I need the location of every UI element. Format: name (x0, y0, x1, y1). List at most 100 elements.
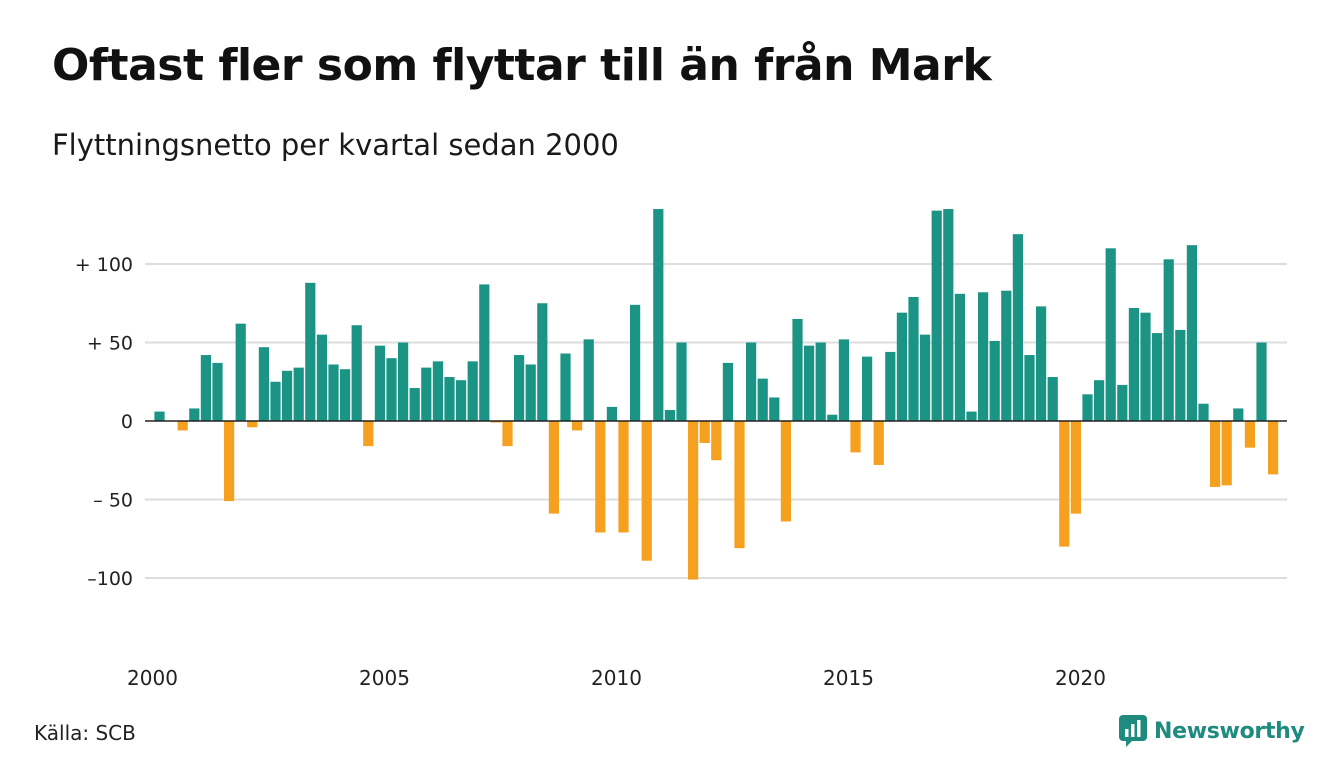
bar (212, 362, 223, 421)
bar (235, 323, 246, 421)
bar (1059, 421, 1070, 547)
bar (792, 318, 803, 421)
bar (676, 342, 687, 421)
bar (850, 421, 861, 453)
chart-title: Oftast fler som flyttar till än från Mar… (52, 40, 992, 91)
bar (780, 421, 791, 522)
brand-logo: Newsworthy (1118, 714, 1305, 748)
bar (1012, 234, 1023, 421)
x-tick-label: 2010 (591, 666, 642, 690)
bar (224, 421, 235, 502)
bar (572, 421, 583, 431)
bar (757, 378, 768, 421)
bar (560, 353, 571, 421)
bar (1117, 384, 1128, 421)
bar (1210, 421, 1221, 487)
bar (1186, 245, 1197, 421)
bar (258, 347, 269, 421)
bar (583, 339, 594, 421)
x-tick-label: 2005 (359, 666, 410, 690)
bar-chart: + 100 + 50 0 – 50 –100 2000 2005 2010 2015 2020 (75, 209, 1287, 690)
bar (1198, 403, 1209, 421)
bar (862, 356, 873, 421)
x-tick-label: 2000 (127, 666, 178, 690)
x-tick-label: 2015 (823, 666, 874, 690)
bar (931, 210, 942, 421)
bar (247, 421, 258, 428)
bar (1105, 248, 1116, 421)
bar (363, 421, 374, 447)
bar (1024, 355, 1035, 421)
bar (1140, 312, 1151, 421)
bar (1175, 329, 1186, 421)
y-tick-label: – 50 (93, 490, 133, 512)
bar (746, 342, 757, 421)
bar (328, 364, 339, 421)
bar (374, 345, 385, 421)
bar (1233, 408, 1244, 421)
bar (618, 421, 629, 533)
brand-name: Newsworthy (1154, 718, 1305, 744)
bar (1047, 377, 1058, 421)
bar (804, 345, 815, 421)
bar (537, 303, 548, 421)
y-tick-label: 0 (121, 411, 133, 433)
bar (653, 209, 664, 421)
bar (1221, 421, 1232, 486)
bar (954, 293, 965, 421)
bar (966, 411, 977, 421)
bar (548, 421, 559, 514)
bar (282, 370, 293, 421)
y-tick-label: –100 (87, 568, 133, 590)
bar (456, 380, 467, 421)
bar (978, 292, 989, 421)
bar (827, 414, 838, 421)
bar (351, 325, 362, 421)
y-tick-label: + 100 (75, 254, 133, 276)
bar (688, 421, 699, 580)
bar (606, 406, 617, 421)
bar (769, 397, 780, 421)
bar (479, 284, 490, 421)
bar (502, 421, 513, 447)
bar (305, 282, 316, 421)
bar (908, 296, 919, 421)
bar (1082, 394, 1093, 421)
bar (1244, 421, 1255, 448)
bar (699, 421, 710, 443)
bar (885, 351, 896, 421)
bar (421, 367, 432, 421)
bar (177, 421, 188, 431)
bar (444, 377, 455, 421)
bar (1163, 259, 1174, 421)
bar (711, 421, 722, 461)
chart-subtitle: Flyttningsnetto per kvartal sedan 2000 (52, 128, 619, 162)
bar (943, 209, 954, 421)
bar (873, 421, 884, 465)
bar (514, 355, 525, 421)
bar (595, 421, 606, 533)
bar (1268, 421, 1279, 475)
bar (398, 342, 409, 421)
bar (722, 362, 733, 421)
bar (1001, 290, 1012, 421)
bar (200, 355, 211, 421)
bar (270, 381, 281, 421)
bar (630, 304, 641, 421)
bar (815, 342, 826, 421)
bar (1070, 421, 1081, 514)
bar (490, 421, 501, 423)
bar (989, 340, 1000, 421)
bar (920, 334, 931, 421)
bar (641, 421, 652, 561)
y-tick-label: + 50 (87, 333, 133, 355)
bar (1094, 380, 1105, 421)
bar (1256, 342, 1267, 421)
bar (154, 411, 165, 421)
bar (386, 358, 397, 421)
x-tick-label: 2020 (1055, 666, 1106, 690)
bar (409, 388, 420, 421)
bar (1036, 306, 1047, 421)
bar (340, 369, 351, 421)
bar (1152, 333, 1163, 421)
